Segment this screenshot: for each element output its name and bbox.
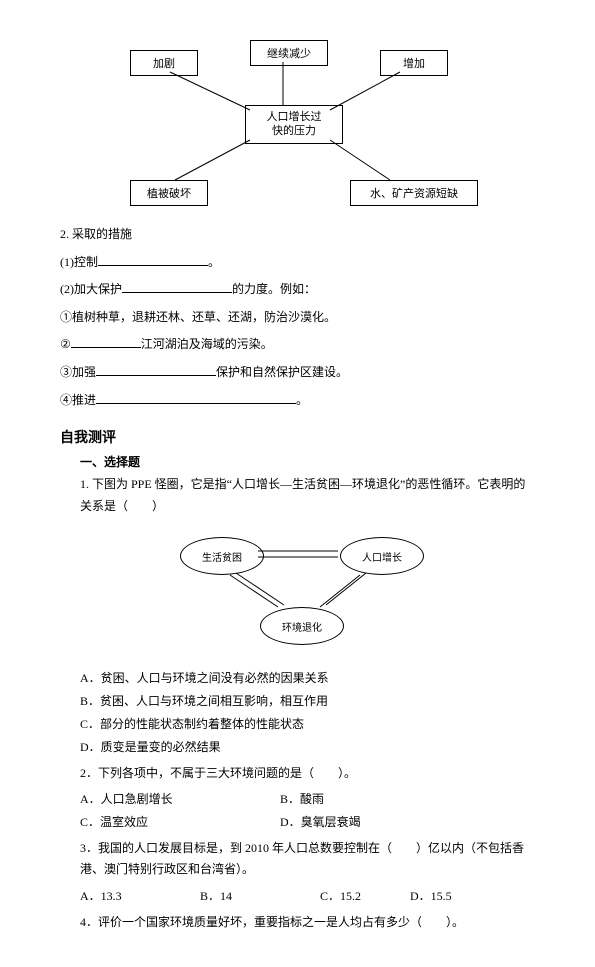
s4-blank — [96, 391, 296, 404]
concept-diagram: 加剧 继续减少 增加 人口增长过 快的压力 植被破坏 水、矿产资源短缺 — [100, 40, 535, 220]
q3-opt-c: C．15.2 — [320, 885, 410, 908]
ppe-lines — [160, 527, 440, 657]
m2-post: 的力度。例如： — [232, 282, 316, 296]
m2-blank — [122, 280, 232, 293]
m2-pre: (2)加大保护 — [60, 282, 122, 296]
s3-blank — [96, 363, 216, 376]
q1-opt-a: A．贫困、人口与环境之间没有必然的因果关系 — [80, 667, 535, 690]
q2-opt-d: D．臭氧层衰竭 — [280, 811, 361, 834]
q1-opt-d: D．质变是量变的必然结果 — [80, 736, 535, 759]
s2-blank — [71, 335, 141, 348]
q4-text: 4．评价一个国家环境质量好坏，重要指标之一是人均占有多少（ ）。 — [80, 912, 535, 934]
measure-sub4: ④推进 。 — [60, 390, 535, 412]
q3-opt-b: B．14 — [200, 885, 320, 908]
q2-opt-b: B．酸雨 — [280, 788, 324, 811]
s4-post: 。 — [296, 393, 308, 407]
m1-pre: (1)控制 — [60, 255, 98, 269]
q3-text: 3．我国的人口发展目标是，到 2010 年人口总数要控制在（ ）亿以内（不包括香… — [80, 838, 535, 881]
q2-text: 2．下列各项中，不属于三大环境问题的是（ ）。 — [80, 763, 535, 785]
q3-opt-d: D．15.5 — [410, 885, 452, 908]
diagram-lines — [100, 40, 500, 220]
q1-text: 1. 下图为 PPE 怪圈，它是指“人口增长—生活贫困—环境退化”的恶性循环。它… — [80, 474, 535, 517]
s3-post: 保护和自然保护区建设。 — [216, 365, 348, 379]
q3-opt-a: A．13.3 — [80, 885, 200, 908]
m1-blank — [98, 253, 208, 266]
s3-pre: ③加强 — [60, 365, 96, 379]
measure-sub1: ①植树种草，退耕还林、还草、还湖，防治沙漠化。 — [60, 307, 535, 329]
q2-opt-a: A．人口急剧增长 — [80, 788, 280, 811]
measure-sub3: ③加强 保护和自然保护区建设。 — [60, 362, 535, 384]
measure-2: (2)加大保护 的力度。例如： — [60, 279, 535, 301]
q1-opt-b: B．贫困、人口与环境之间相互影响，相互作用 — [80, 690, 535, 713]
part-a-title: 一、选择题 — [80, 453, 535, 470]
s2-post: 江河湖泊及海域的污染。 — [141, 337, 273, 351]
ppe-diagram: 生活贫困 人口增长 环境退化 — [160, 527, 535, 657]
measure-1: (1)控制 。 — [60, 252, 535, 274]
s4-pre: ④推进 — [60, 393, 96, 407]
q1-options: A．贫困、人口与环境之间没有必然的因果关系 B．贫困、人口与环境之间相互影响，相… — [80, 667, 535, 758]
selftest-heading: 自我测评 — [60, 427, 535, 447]
measure-sub2: ② 江河湖泊及海域的污染。 — [60, 334, 535, 356]
q2-opt-c: C．温室效应 — [80, 811, 280, 834]
measures-title: 2. 采取的措施 — [60, 224, 535, 246]
s2-pre: ② — [60, 337, 71, 351]
q3-options: A．13.3 B．14 C．15.2 D．15.5 — [80, 885, 535, 908]
m1-post: 。 — [208, 255, 220, 269]
q1-opt-c: C．部分的性能状态制约着整体的性能状态 — [80, 713, 535, 736]
q2-options: A．人口急剧增长 B．酸雨 C．温室效应 D．臭氧层衰竭 — [80, 788, 535, 834]
